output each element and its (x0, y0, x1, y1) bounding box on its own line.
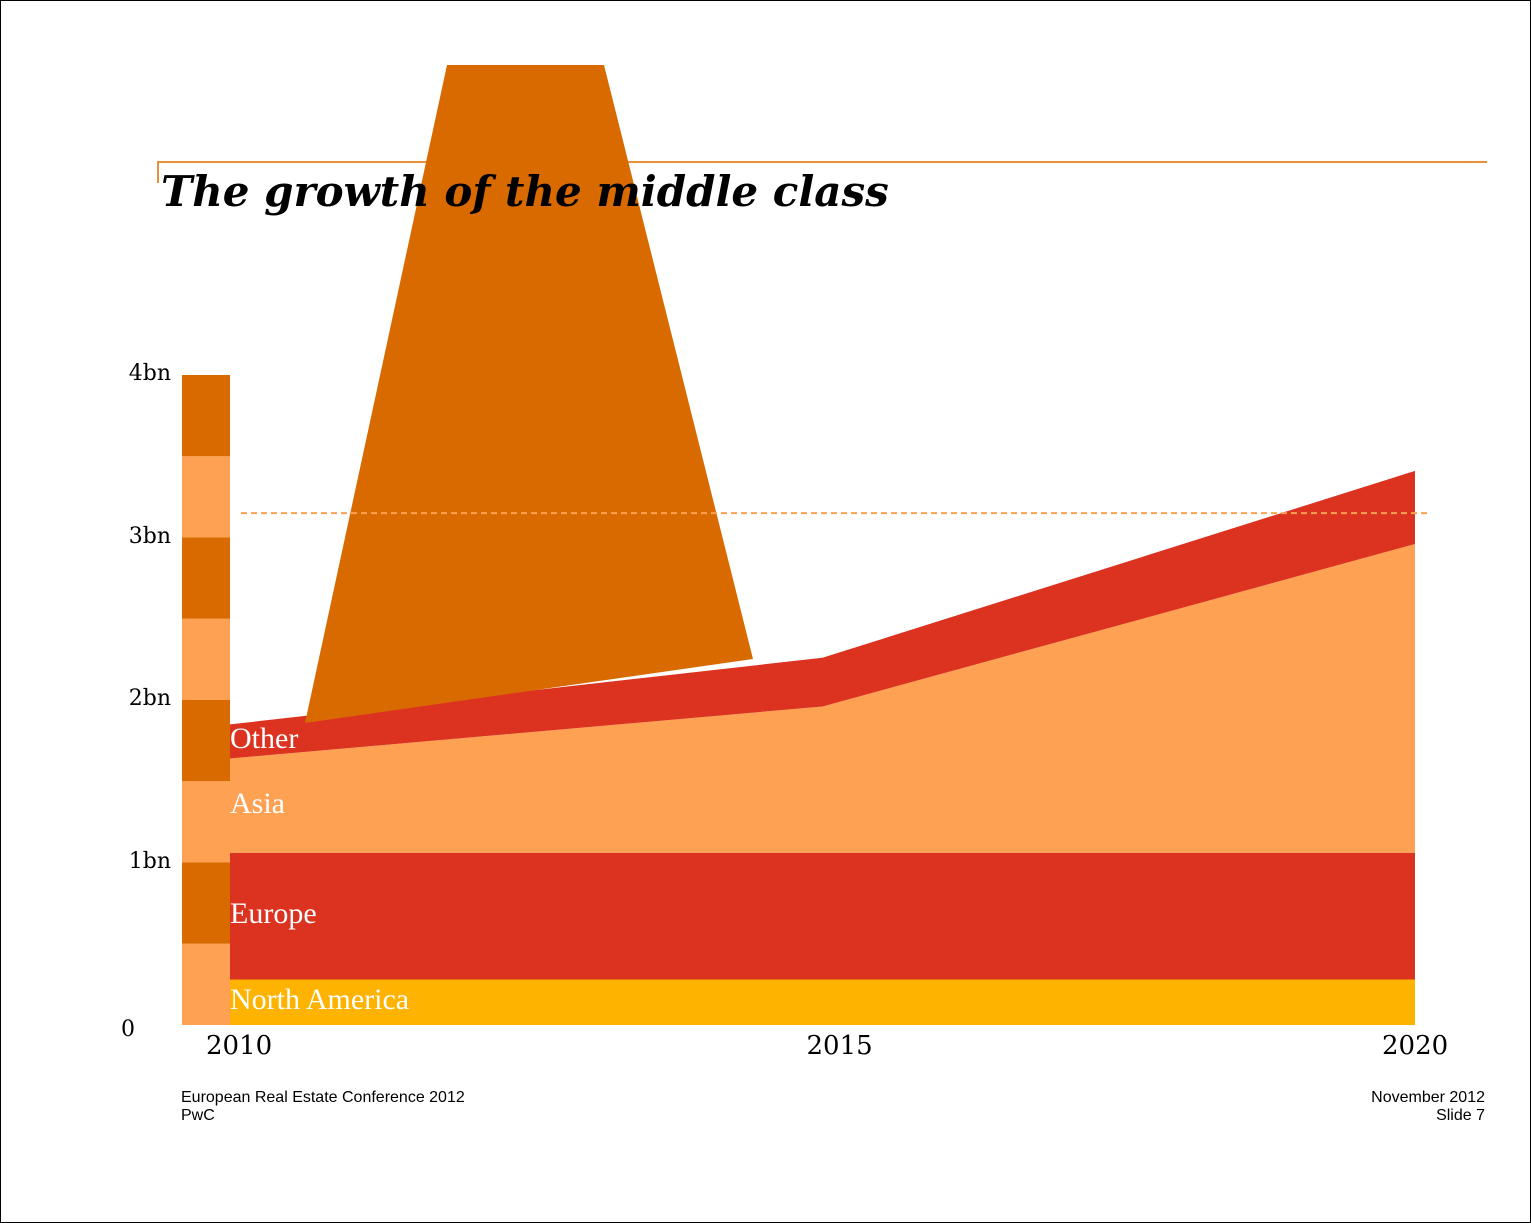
series-label-asia: Asia (230, 786, 285, 820)
series-area-asia (230, 544, 1415, 853)
y-band-block (182, 862, 230, 944)
y-tick-label: 0 (121, 1017, 135, 1042)
x-tick-label: 2015 (806, 1031, 873, 1061)
title-rule-tick (157, 161, 159, 183)
stacked-areas (230, 470, 1415, 1025)
overlay-trapezoid (305, 65, 753, 723)
slide-title: The growth of the middle class (161, 167, 889, 216)
y-tick-label: 4bn (128, 361, 171, 386)
y-band-block (182, 456, 230, 538)
series-area-europe (230, 852, 1415, 980)
y-band-block (182, 537, 230, 619)
y-tick-label: 1bn (128, 848, 171, 874)
title-rule (157, 161, 1487, 163)
y-band-block (182, 700, 230, 782)
footer-conference: European Real Estate Conference 2012 (181, 1089, 465, 1106)
footer-left: European Real Estate Conference 2012 PwC (181, 1089, 465, 1123)
series-label-other: Other (230, 722, 299, 756)
overlay-shape (305, 65, 753, 723)
x-tick-label: 2020 (1382, 1031, 1449, 1061)
y-band-block (182, 618, 230, 700)
y-axis-color-band (182, 375, 230, 1025)
series-area-north-america (230, 979, 1415, 1025)
y-tick-label: 3bn (128, 523, 171, 549)
y-band-block (182, 781, 230, 863)
series-label-europe: Europe (230, 897, 317, 931)
series-label-north-america: North America (230, 983, 410, 1017)
series-area-other (230, 470, 1415, 759)
y-band-block (182, 375, 230, 457)
footer-slide-number: Slide 7 (1436, 1107, 1485, 1123)
y-tick-label: 2bn (128, 686, 171, 711)
footer-right: November 2012 Slide 7 (1281, 1089, 1485, 1123)
footer-date: November 2012 (1371, 1089, 1485, 1106)
y-band-block (182, 943, 230, 1025)
x-tick-label: 2010 (206, 1031, 273, 1061)
footer-company: PwC (181, 1107, 215, 1123)
